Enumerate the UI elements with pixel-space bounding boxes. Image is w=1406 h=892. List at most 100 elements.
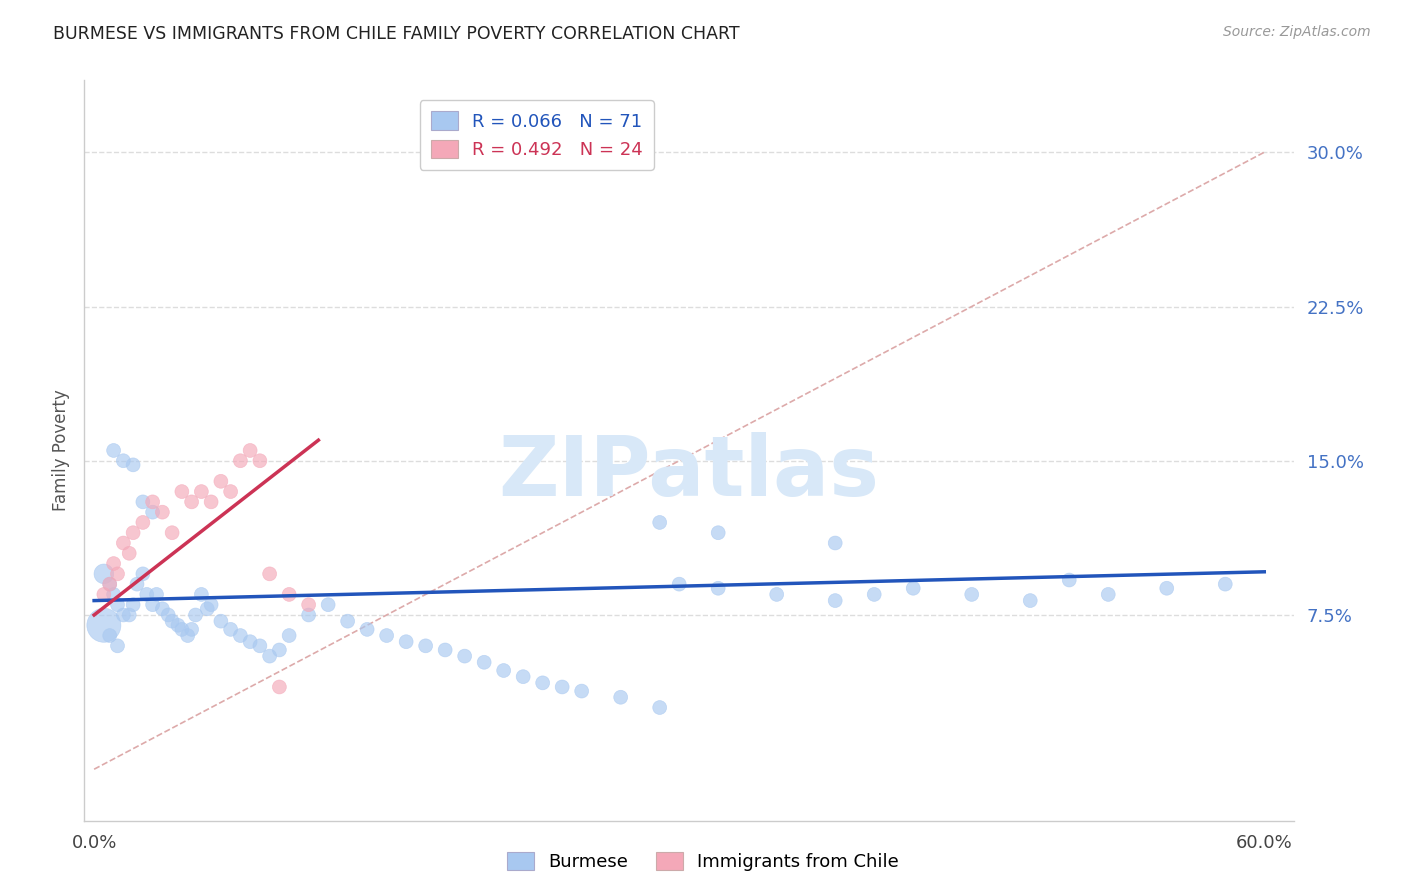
Point [190,587,212,601]
Point [93,587,115,601]
Point [170,623,193,637]
Point [209,475,232,489]
Point [93,618,115,632]
Point [824,536,846,550]
Point [259,649,281,664]
Point [142,598,165,612]
Point [571,684,593,698]
Point [707,525,730,540]
Point [1156,581,1178,595]
Point [150,505,173,519]
Point [1097,587,1119,601]
Point [170,484,193,499]
Point [122,458,145,472]
Point [122,598,145,612]
Point [1019,593,1042,607]
Point [98,629,121,643]
Point [336,614,359,628]
Point [132,566,155,581]
Point [269,643,291,657]
Point [122,525,145,540]
Point [249,454,271,468]
Point [269,680,291,694]
Point [395,634,418,648]
Point [492,664,515,678]
Point [648,516,671,530]
Point [132,495,155,509]
Point [609,690,631,705]
Point [239,634,262,648]
Point [184,607,207,622]
Point [125,577,148,591]
Point [259,566,281,581]
Point [177,629,200,643]
Point [648,700,671,714]
Point [157,607,180,622]
Point [316,598,339,612]
Point [107,639,129,653]
Point [107,566,129,581]
Point [765,587,787,601]
Point [551,680,574,694]
Point [668,577,690,591]
Point [160,614,183,628]
Point [903,581,925,595]
Text: BURMESE VS IMMIGRANTS FROM CHILE FAMILY POVERTY CORRELATION CHART: BURMESE VS IMMIGRANTS FROM CHILE FAMILY … [53,25,740,43]
Point [180,495,202,509]
Point [112,454,135,468]
Point [239,443,262,458]
Point [375,629,398,643]
Point [118,607,141,622]
Point [298,607,321,622]
Point [531,676,554,690]
Text: ZIPatlas: ZIPatlas [499,432,879,513]
Point [103,557,125,571]
Point [180,623,202,637]
Point [103,587,125,601]
Point [298,598,321,612]
Point [200,598,222,612]
Point [98,577,121,591]
Point [1057,573,1080,587]
Point [824,593,846,607]
Point [434,643,457,657]
Point [112,607,135,622]
Point [160,525,183,540]
Point [278,587,301,601]
Point [356,623,378,637]
Point [200,495,222,509]
Point [415,639,437,653]
Point [209,614,232,628]
Point [1213,577,1236,591]
Point [145,587,167,601]
Point [453,649,475,664]
Point [190,484,212,499]
Point [142,495,165,509]
Point [512,670,534,684]
Point [219,623,242,637]
Point [142,505,165,519]
Point [93,566,115,581]
Legend: Burmese, Immigrants from Chile: Burmese, Immigrants from Chile [501,845,905,879]
Point [472,655,495,669]
Point [167,618,190,632]
Legend: R = 0.066   N = 71, R = 0.492   N = 24: R = 0.066 N = 71, R = 0.492 N = 24 [420,101,654,169]
Point [132,516,155,530]
Point [278,629,301,643]
Point [863,587,886,601]
Point [707,581,730,595]
Point [112,536,135,550]
Point [103,443,125,458]
Point [229,454,252,468]
Point [195,602,218,616]
Point [107,598,129,612]
Point [219,484,242,499]
Point [150,602,173,616]
Point [98,577,121,591]
Text: Source: ZipAtlas.com: Source: ZipAtlas.com [1223,25,1371,39]
Point [229,629,252,643]
Point [135,587,157,601]
Y-axis label: Family Poverty: Family Poverty [52,390,70,511]
Point [118,546,141,560]
Point [249,639,271,653]
